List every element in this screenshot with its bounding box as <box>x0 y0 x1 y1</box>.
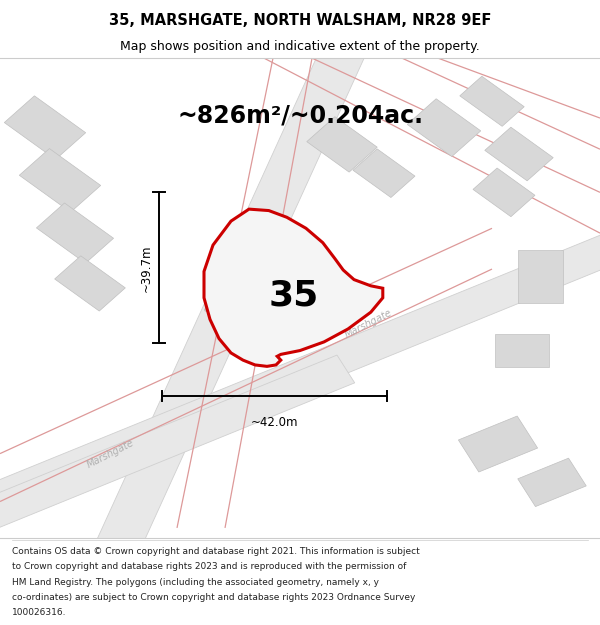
Text: co-ordinates) are subject to Crown copyright and database rights 2023 Ordnance S: co-ordinates) are subject to Crown copyr… <box>12 593 415 602</box>
Polygon shape <box>458 416 538 472</box>
Polygon shape <box>495 334 549 367</box>
Text: Marshgate: Marshgate <box>344 308 394 341</box>
Polygon shape <box>0 355 355 557</box>
Text: 35: 35 <box>268 278 319 312</box>
Text: to Crown copyright and database rights 2023 and is reproduced with the permissio: to Crown copyright and database rights 2… <box>12 562 406 571</box>
Polygon shape <box>19 149 101 212</box>
Polygon shape <box>37 203 113 263</box>
Text: ~42.0m: ~42.0m <box>251 416 298 429</box>
Text: Map shows position and indicative extent of the property.: Map shows position and indicative extent… <box>120 39 480 52</box>
Polygon shape <box>55 256 125 311</box>
Polygon shape <box>517 250 563 302</box>
Text: HM Land Registry. The polygons (including the associated geometry, namely x, y: HM Land Registry. The polygons (includin… <box>12 578 379 587</box>
Polygon shape <box>407 99 481 156</box>
Polygon shape <box>4 96 86 159</box>
Polygon shape <box>353 149 415 198</box>
Polygon shape <box>485 127 553 181</box>
Text: ~826m²/~0.204ac.: ~826m²/~0.204ac. <box>177 104 423 127</box>
Text: Contains OS data © Crown copyright and database right 2021. This information is : Contains OS data © Crown copyright and d… <box>12 547 420 556</box>
Polygon shape <box>518 458 586 507</box>
Polygon shape <box>204 209 383 366</box>
Polygon shape <box>46 0 416 625</box>
Text: Bluebell Road: Bluebell Road <box>205 248 237 314</box>
Polygon shape <box>460 76 524 126</box>
Text: 100026316.: 100026316. <box>12 608 67 618</box>
Text: ~39.7m: ~39.7m <box>139 244 152 292</box>
Polygon shape <box>473 168 535 217</box>
Polygon shape <box>0 178 600 532</box>
Polygon shape <box>307 117 377 172</box>
Text: Marshgate: Marshgate <box>86 438 136 470</box>
Text: 35, MARSHGATE, NORTH WALSHAM, NR28 9EF: 35, MARSHGATE, NORTH WALSHAM, NR28 9EF <box>109 12 491 28</box>
